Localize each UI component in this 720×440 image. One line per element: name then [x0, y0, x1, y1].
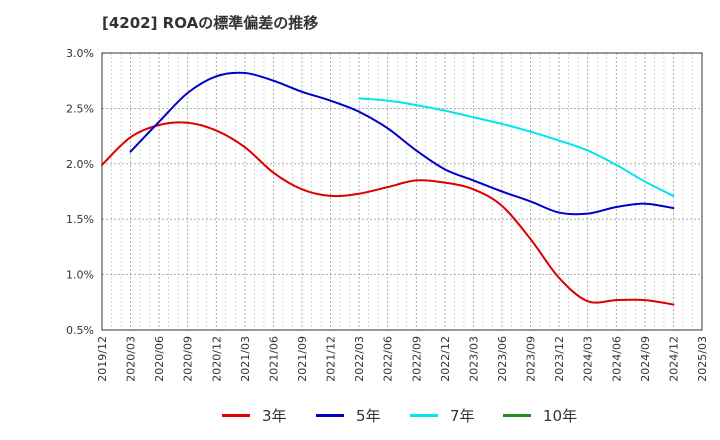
series-line-3年 [101, 121, 675, 306]
x-tick-label: 2022/09 [410, 336, 423, 382]
x-tick-label: 2020/09 [182, 336, 195, 382]
chart-title: [4202] ROAの標準偏差の推移 [102, 14, 319, 32]
legend-item: 5年 [316, 402, 381, 428]
x-tick-label: 2024/03 [582, 336, 595, 382]
y-tick-label: 2.0% [66, 158, 94, 171]
legend-label: 3年 [262, 406, 287, 425]
x-tick-label: 2023/09 [525, 336, 538, 382]
x-tick-label: 2023/12 [553, 336, 566, 382]
y-tick-label: 0.5% [66, 324, 94, 337]
x-tick-label: 2022/06 [382, 336, 395, 382]
legend-label: 7年 [450, 406, 475, 425]
y-tick-label: 3.0% [66, 47, 94, 60]
series-line-7年 [358, 97, 675, 197]
axes [101, 52, 703, 331]
x-tick-label: 2022/03 [353, 336, 366, 382]
x-tick-label: 2023/03 [467, 336, 480, 382]
legend-swatch [503, 413, 531, 417]
y-tick-label: 1.5% [66, 213, 94, 226]
x-axis-tick-labels: 2019/12 2020/03 2020/06 2020/09 2020/12 2021/… [96, 336, 709, 382]
line-chart: 0.5%1.0%1.5%2.0%2.5%3.0% 2019/12 2020/03 2… [66, 47, 709, 382]
x-tick-label: 2020/12 [210, 336, 223, 382]
y-tick-label: 1.0% [66, 269, 94, 282]
x-tick-label: 2024/09 [639, 336, 652, 382]
legend: 3年 5年 7年 10年 [0, 402, 720, 428]
legend-item: 3年 [222, 402, 287, 428]
legend-swatch [410, 413, 438, 417]
series-lines [101, 71, 675, 306]
legend-label: 10年 [543, 406, 578, 425]
legend-swatch [222, 413, 250, 417]
y-axis-tick-labels: 0.5% 1.0% 1.5% 2.0% 2.5% 3.0% [66, 47, 94, 337]
x-tick-label: 2024/12 [667, 336, 680, 382]
x-tick-label: 2021/12 [325, 336, 338, 382]
grid [101, 52, 703, 331]
legend-item: 10年 [503, 402, 577, 428]
x-tick-label: 2020/06 [153, 336, 166, 382]
x-tick-label: 2020/03 [125, 336, 138, 382]
plot-frame [101, 52, 703, 331]
legend-item: 7年 [410, 402, 475, 428]
y-tick-label: 2.5% [66, 102, 94, 115]
legend-swatch [316, 413, 344, 417]
series-line-5年 [129, 71, 675, 216]
x-tick-label: 2019/12 [96, 336, 109, 382]
legend-label: 5年 [356, 406, 381, 425]
x-tick-label: 2024/06 [610, 336, 623, 382]
x-tick-label: 2023/06 [496, 336, 509, 382]
x-tick-label: 2021/09 [296, 336, 309, 382]
x-tick-label: 2022/12 [439, 336, 452, 382]
x-tick-label: 2021/06 [267, 336, 280, 382]
x-tick-label: 2025/03 [696, 336, 709, 382]
x-tick-label: 2021/03 [239, 336, 252, 382]
